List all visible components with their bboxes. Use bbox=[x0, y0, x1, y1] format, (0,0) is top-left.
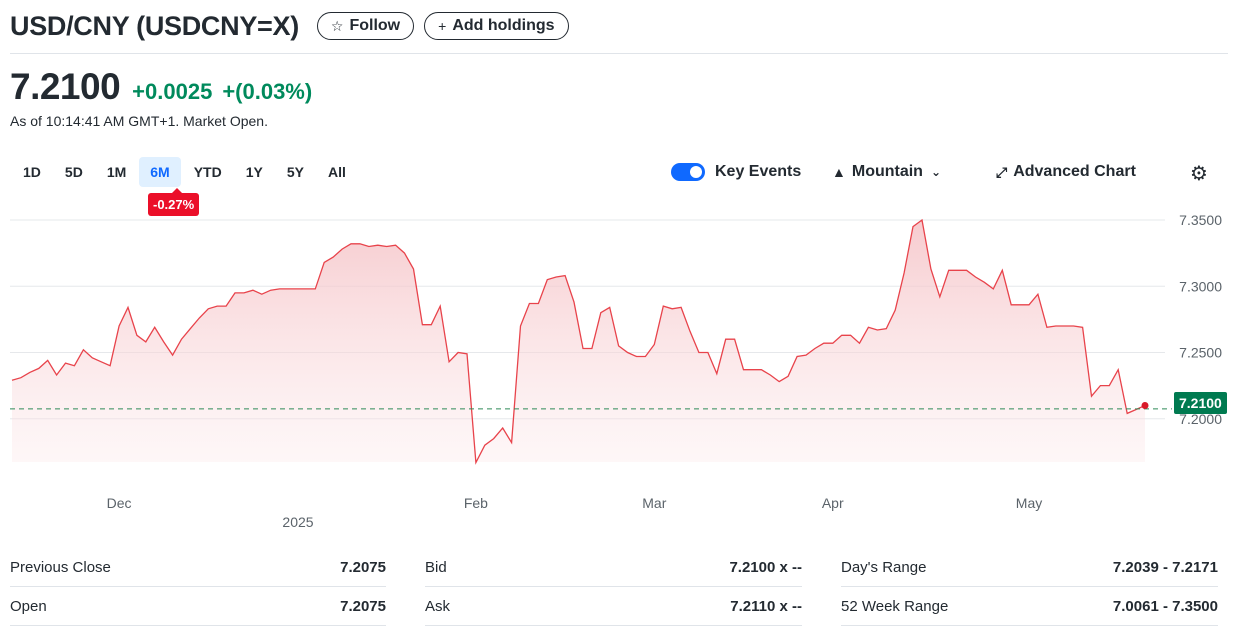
follow-label: Follow bbox=[349, 17, 401, 34]
range-1m[interactable]: 1M bbox=[106, 164, 127, 180]
range-6m[interactable]: 6M bbox=[139, 157, 181, 187]
advanced-chart-label: Advanced Chart bbox=[1013, 163, 1136, 180]
y-tick-label: 7.3000 bbox=[1179, 278, 1222, 294]
mountain-icon: ▲ bbox=[832, 164, 846, 180]
chart-type-label: Mountain bbox=[851, 163, 923, 180]
advanced-chart-button[interactable]: ⤢ Advanced Chart bbox=[996, 160, 1136, 184]
chart-type-dropdown[interactable]: ▲ Mountain ⌄ bbox=[832, 160, 947, 184]
stat-value: 7.2110 x -- bbox=[730, 597, 802, 615]
stat-label: Ask bbox=[425, 597, 451, 615]
stat-item: Previous Close 7.2075 bbox=[10, 548, 386, 587]
divider bbox=[10, 53, 1228, 54]
stat-label: Day's Range bbox=[841, 558, 927, 576]
range-ytd[interactable]: YTD bbox=[193, 164, 222, 180]
stat-label: Open bbox=[10, 597, 47, 615]
quote-stats: Previous Close 7.2075 Bid 7.2100 x -- Day's … bbox=[10, 548, 1218, 626]
stats-row: Open 7.2075 Ask 7.2110 x -- 52 Week Range 7.0… bbox=[10, 587, 1218, 626]
x-tick-label: Feb bbox=[464, 495, 488, 511]
x-tick-label: Mar bbox=[642, 495, 666, 511]
y-tick-label: 7.2000 bbox=[1179, 411, 1222, 427]
quote-header: USD/CNY (USDCNY=X) ☆ Follow + Add holdin… bbox=[10, 8, 569, 44]
stat-value: 7.0061 - 7.3500 bbox=[1112, 597, 1218, 615]
range-5y[interactable]: 5Y bbox=[286, 164, 304, 180]
stat-value: 7.2075 bbox=[340, 597, 386, 615]
chevron-down-icon: ⌄ bbox=[930, 165, 942, 179]
y-tick-label: 7.2500 bbox=[1179, 345, 1222, 361]
add-holdings-button[interactable]: + Add holdings bbox=[424, 12, 569, 40]
toggle-switch[interactable] bbox=[671, 163, 705, 181]
range-selector: 1D 5D 1M 6M YTD 1Y 5Y All bbox=[12, 157, 359, 187]
expand-icon: ⤢ bbox=[996, 163, 1008, 180]
current-point bbox=[1141, 402, 1149, 409]
follow-button[interactable]: ☆ Follow bbox=[316, 12, 415, 40]
gear-icon[interactable]: ⚙ bbox=[1190, 163, 1208, 185]
price-area bbox=[12, 220, 1145, 463]
star-icon: ☆ bbox=[330, 17, 344, 34]
range-all[interactable]: All bbox=[327, 164, 346, 180]
add-holdings-label: Add holdings bbox=[452, 17, 555, 34]
stat-label: Previous Close bbox=[10, 558, 111, 576]
price-change: +0.0025 bbox=[132, 79, 213, 104]
x-tick-label: Dec bbox=[107, 495, 132, 511]
price-line bbox=[11, 218, 1146, 465]
stat-item: Open 7.2075 bbox=[10, 587, 386, 626]
price-chart[interactable]: 7.3500 7.3000 7.2500 7.2000 Dec Feb Mar Apr May 2… bbox=[0, 200, 1251, 540]
current-price-tag: 7.2100 bbox=[1174, 392, 1227, 414]
stat-value: 7.2075 bbox=[340, 558, 386, 576]
period-change-badge: -0.27% bbox=[148, 188, 200, 216]
stat-item: Day's Range 7.2039 - 7.2171 bbox=[841, 548, 1218, 587]
year-label: 2025 bbox=[282, 514, 313, 530]
stats-row: Previous Close 7.2075 Bid 7.2100 x -- Day's … bbox=[10, 548, 1218, 587]
stat-label: Bid bbox=[425, 558, 447, 576]
current-price: 7.2100 bbox=[10, 66, 121, 107]
stat-item: Ask 7.2110 x -- bbox=[425, 587, 802, 626]
page-title: USD/CNY (USDCNY=X) bbox=[10, 10, 299, 41]
key-events-toggle[interactable]: Key Events bbox=[671, 160, 801, 184]
key-events-label: Key Events bbox=[715, 163, 802, 180]
stat-item: 52 Week Range 7.0061 - 7.3500 bbox=[841, 587, 1218, 626]
stat-value: 7.2039 - 7.2171 bbox=[1112, 558, 1218, 576]
range-1d[interactable]: 1D bbox=[23, 164, 41, 180]
range-5d[interactable]: 5D bbox=[64, 164, 83, 180]
plus-icon: + bbox=[438, 18, 447, 34]
x-tick-label: Apr bbox=[822, 495, 844, 511]
as-of-timestamp: As of 10:14:41 AM GMT+1. Market Open. bbox=[10, 113, 268, 129]
y-tick-label: 7.3500 bbox=[1179, 212, 1222, 228]
range-1y[interactable]: 1Y bbox=[245, 164, 263, 180]
price-change-percent: +(0.03%) bbox=[222, 79, 313, 104]
stat-label: 52 Week Range bbox=[841, 597, 949, 615]
stat-item: Bid 7.2100 x -- bbox=[425, 548, 802, 587]
x-tick-label: May bbox=[1016, 495, 1042, 511]
price-row: 7.2100 +0.0025 +(0.03%) bbox=[10, 66, 312, 108]
stat-value: 7.2100 x -- bbox=[729, 558, 802, 576]
